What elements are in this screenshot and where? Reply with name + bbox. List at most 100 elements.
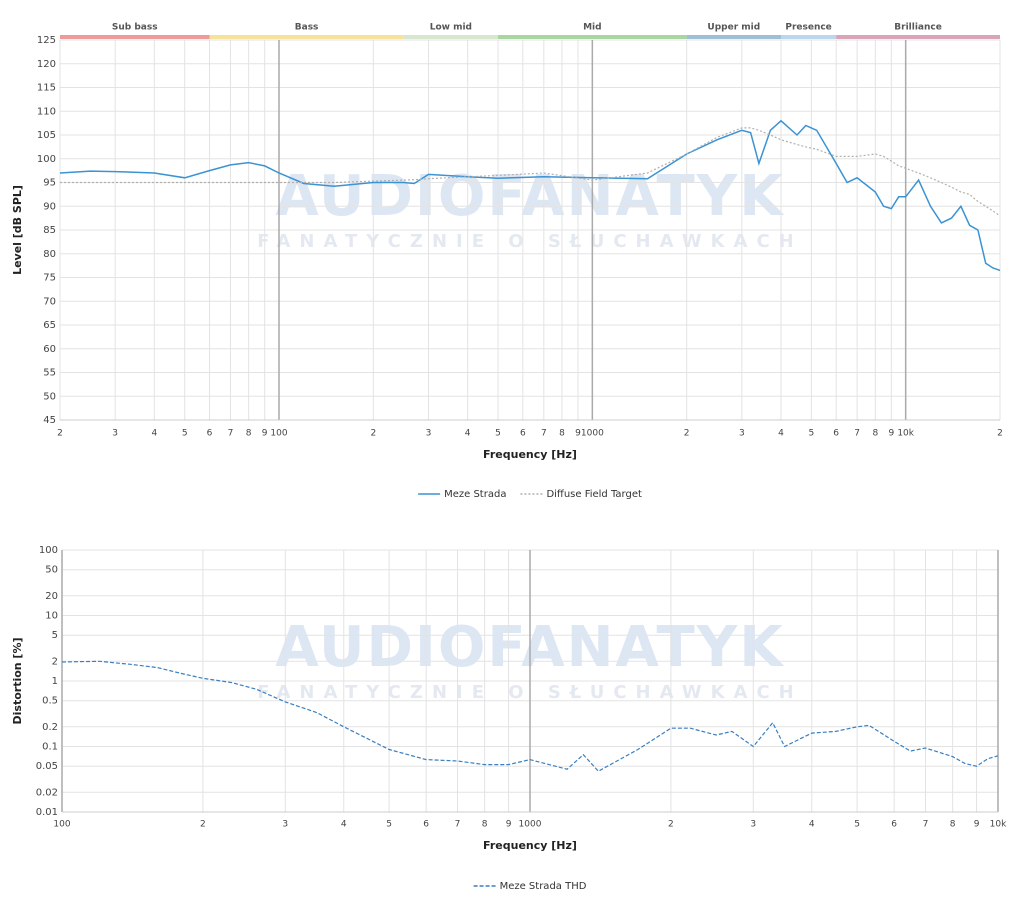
y-tick-label: 115 [37, 83, 56, 94]
x-tick-label: 10k [897, 429, 914, 439]
x-tick-label: 2 [57, 429, 63, 439]
y-tick-label: 110 [37, 106, 56, 117]
y-tick-label: 0.2 [42, 722, 58, 733]
x-tick-label: 3 [282, 820, 288, 830]
x-tick-label: 5 [495, 429, 501, 439]
y-tick-label: 75 [43, 273, 56, 284]
x-tick-label: 1000 [519, 820, 542, 830]
y-tick-label: 65 [43, 320, 56, 331]
y-tick-label: 70 [43, 296, 56, 307]
band [836, 35, 1000, 39]
x-tick-label: 3 [112, 429, 118, 439]
x-tick-label: 8 [559, 429, 565, 439]
x-axis-title: Frequency [Hz] [483, 448, 577, 461]
x-axis-title: Frequency [Hz] [483, 839, 577, 852]
x-tick-label: 6 [423, 820, 429, 830]
band-label: Mid [583, 23, 601, 33]
band-label: Upper mid [707, 23, 760, 33]
x-tick-label: 2 [997, 429, 1003, 439]
band [60, 35, 210, 39]
x-tick-label: 9 [575, 429, 581, 439]
x-tick-label: 3 [750, 820, 756, 830]
y-tick-label: 55 [43, 368, 56, 379]
series-line [60, 127, 1001, 217]
band [686, 35, 781, 39]
y-tick-label: 105 [37, 130, 56, 141]
x-tick-label: 10k [990, 820, 1007, 830]
y-tick-label: 95 [43, 178, 56, 189]
band-label: Low mid [430, 23, 472, 33]
y-tick-label: 45 [43, 415, 56, 426]
x-tick-label: 2 [668, 820, 674, 830]
y-tick-label: 20 [45, 591, 58, 602]
x-tick-label: 9 [888, 429, 894, 439]
x-tick-label: 5 [854, 820, 860, 830]
x-tick-label: 4 [809, 820, 815, 830]
band [209, 35, 404, 39]
band-label: Presence [785, 23, 831, 33]
x-tick-label: 6 [891, 820, 897, 830]
x-tick-label: 3 [739, 429, 745, 439]
band [498, 35, 687, 39]
legend-label: Meze Strada THD [500, 881, 587, 892]
y-tick-label: 50 [43, 391, 56, 402]
x-tick-label: 2 [370, 429, 376, 439]
y-tick-label: 0.1 [42, 742, 58, 753]
x-tick-label: 6 [520, 429, 526, 439]
y-tick-label: 10 [45, 611, 58, 622]
band [780, 35, 837, 39]
x-tick-label: 5 [386, 820, 392, 830]
x-tick-label: 8 [950, 820, 956, 830]
x-tick-label: 5 [182, 429, 188, 439]
x-tick-label: 9 [262, 429, 268, 439]
x-tick-label: 7 [854, 429, 860, 439]
series-line [61, 660, 999, 772]
y-tick-label: 0.02 [36, 787, 58, 798]
y-tick-label: 120 [37, 59, 56, 70]
y-tick-label: 125 [37, 35, 56, 46]
x-tick-label: 7 [923, 820, 929, 830]
x-tick-label: 100 [270, 429, 287, 439]
y-tick-label: 80 [43, 249, 56, 260]
watermark: AUDIOFANATYK [275, 164, 785, 229]
x-tick-label: 1000 [581, 429, 604, 439]
y-tick-label: 85 [43, 225, 56, 236]
y-tick-label: 50 [45, 565, 58, 576]
x-tick-label: 3 [426, 429, 432, 439]
x-tick-label: 8 [482, 820, 488, 830]
x-tick-label: 8 [246, 429, 252, 439]
band-label: Bass [295, 23, 319, 33]
band-label: Brilliance [894, 23, 942, 33]
y-tick-label: 1 [52, 676, 58, 687]
legend: Meze Strada THD [473, 881, 587, 892]
y-tick-label: 0.01 [36, 807, 58, 818]
x-tick-label: 8 [872, 429, 878, 439]
x-tick-label: 7 [541, 429, 547, 439]
y-tick-label: 5 [52, 630, 58, 641]
x-tick-label: 100 [53, 820, 70, 830]
y-tick-label: 60 [43, 344, 56, 355]
y-tick-label: 0.05 [36, 761, 58, 772]
x-tick-label: 4 [778, 429, 784, 439]
band-label: Sub bass [112, 23, 158, 33]
watermark-subtitle: FANATYCZNIE O SŁUCHAWKACH [257, 231, 802, 252]
x-tick-label: 4 [151, 429, 157, 439]
x-tick-label: 6 [207, 429, 213, 439]
y-tick-label: 90 [43, 201, 56, 212]
x-tick-label: 4 [465, 429, 471, 439]
x-tick-label: 4 [341, 820, 347, 830]
series-line [59, 119, 1001, 272]
x-tick-label: 2 [200, 820, 206, 830]
x-tick-label: 9 [506, 820, 512, 830]
x-tick-label: 6 [833, 429, 839, 439]
legend: Meze Strada Diffuse Field Target [418, 489, 642, 500]
x-tick-label: 9 [974, 820, 980, 830]
x-tick-label: 2 [684, 429, 690, 439]
y-tick-label: 100 [39, 545, 58, 556]
legend-label: Diffuse Field Target [546, 489, 642, 500]
x-tick-label: 7 [228, 429, 234, 439]
watermark-subtitle: FANATYCZNIE O SŁUCHAWKACH [257, 682, 802, 703]
y-tick-label: 2 [52, 656, 58, 667]
y-axis-title: Level [dB SPL] [11, 185, 24, 275]
